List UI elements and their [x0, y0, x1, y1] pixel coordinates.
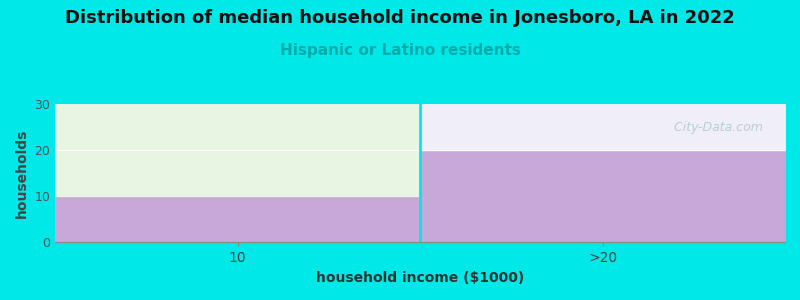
Text: Distribution of median household income in Jonesboro, LA in 2022: Distribution of median household income … [65, 9, 735, 27]
X-axis label: household income ($1000): household income ($1000) [316, 271, 524, 285]
Y-axis label: households: households [15, 128, 29, 218]
Text: Hispanic or Latino residents: Hispanic or Latino residents [279, 44, 521, 59]
Text: City-Data.com: City-Data.com [666, 121, 763, 134]
